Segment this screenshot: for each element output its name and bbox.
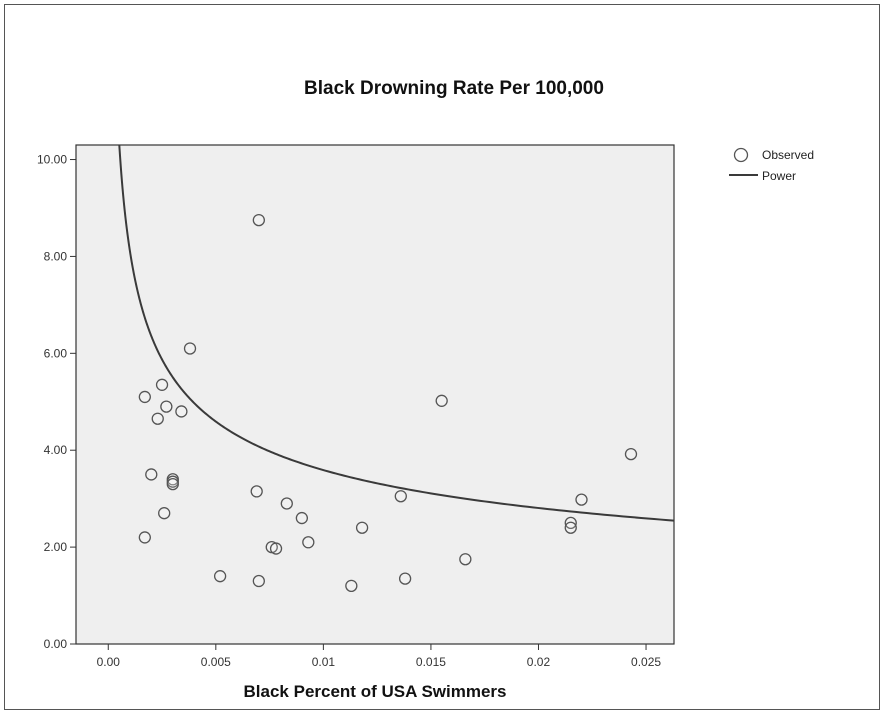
legend: Observed Power: [729, 147, 814, 183]
observed-point: [151, 412, 164, 425]
observed-point: [575, 493, 588, 506]
x-tick-label: 0.00: [97, 655, 121, 669]
y-tick-label: 0.00: [44, 637, 68, 651]
observed-point: [624, 447, 638, 461]
legend-power-label: Power: [762, 169, 796, 183]
observed-point: [295, 511, 309, 525]
observed-point: [302, 536, 315, 549]
y-tick-label: 8.00: [44, 249, 68, 263]
observed-point: [564, 521, 577, 534]
observed-point: [213, 570, 227, 583]
observed-point: [435, 394, 448, 407]
legend-observed-label: Observed: [762, 148, 814, 162]
power-fit-line: [118, 144, 675, 522]
x-tick-label: 0.02: [527, 655, 551, 669]
observed-point: [158, 507, 171, 520]
observed-point: [250, 485, 263, 498]
observed-point: [269, 542, 283, 555]
y-axis: 0.00 2.00 4.00 6.00 8.00 10.00: [37, 153, 76, 651]
observed-points: [138, 213, 638, 593]
observed-point: [175, 405, 188, 418]
observed-point: [459, 553, 472, 566]
x-tick-label: 0.015: [416, 655, 446, 669]
observed-point: [138, 531, 151, 544]
observed-point: [252, 574, 265, 588]
observed-point: [155, 378, 169, 391]
x-axis: 0.00 0.005 0.01 0.015 0.02 0.025: [97, 644, 661, 669]
observed-point: [398, 572, 412, 585]
x-tick-label: 0.01: [312, 655, 336, 669]
x-tick-label: 0.025: [631, 655, 661, 669]
observed-point: [138, 390, 151, 404]
observed-point: [166, 477, 179, 491]
observed-point: [394, 490, 407, 503]
plot-area: [75, 144, 675, 645]
observed-point: [280, 497, 293, 510]
observed-point: [252, 213, 265, 227]
x-tick-label: 0.005: [201, 655, 231, 669]
chart-title: Black Drowning Rate Per 100,000: [304, 78, 604, 99]
observed-point: [355, 521, 369, 534]
y-tick-label: 2.00: [44, 540, 68, 554]
observed-point: [183, 342, 197, 355]
y-tick-label: 6.00: [44, 346, 68, 360]
observed-point: [345, 579, 358, 593]
y-tick-label: 10.00: [37, 153, 67, 167]
y-tick-label: 4.00: [44, 443, 68, 457]
x-axis-label: Black Percent of USA Swimmers: [244, 682, 507, 701]
observed-point: [145, 468, 158, 481]
observed-point: [160, 400, 173, 413]
legend-observed-marker: [733, 147, 749, 163]
